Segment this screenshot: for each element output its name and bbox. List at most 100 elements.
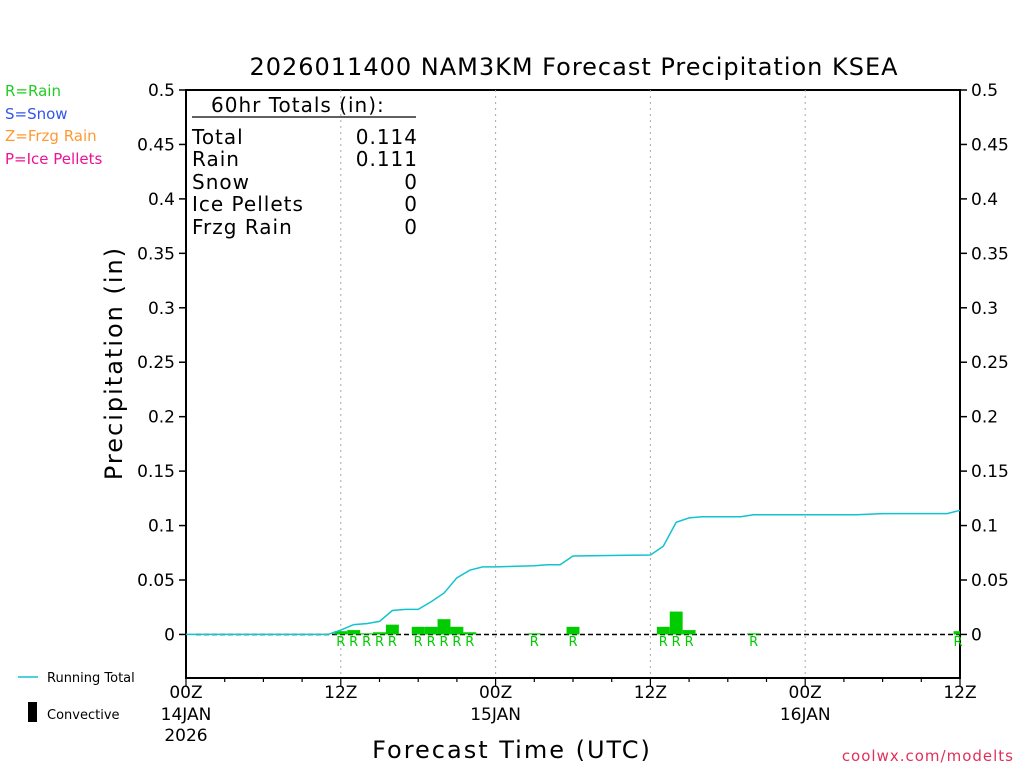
precip-bar	[385, 624, 399, 635]
precip-bar	[747, 633, 761, 635]
legend-running-total-label: Running Total	[47, 671, 135, 686]
y-tick-label-right: 0.35	[971, 244, 1009, 264]
legend-rain-text: R=Rain	[5, 82, 61, 100]
precip-type-label: R	[953, 635, 962, 650]
y-tick-label-left: 0.5	[148, 81, 175, 101]
precip-type-label: R	[349, 635, 358, 650]
precip-type-label: R	[465, 635, 474, 650]
precip-bars	[334, 611, 960, 635]
plot-frame	[185, 89, 961, 679]
y-tick-label-left: 0	[164, 625, 175, 645]
vertical-gridlines	[340, 90, 806, 678]
series-legend: Running Total Convective	[18, 671, 135, 723]
totals-value-frzg-rain: 0	[404, 215, 418, 239]
precip-type-label: R	[685, 635, 694, 650]
y-axis-title: Precipitation (in)	[100, 246, 128, 480]
y-tick-label-right: 0.4	[971, 190, 998, 210]
precip-type-label: R	[388, 635, 397, 650]
precip-bar	[566, 626, 580, 635]
totals-value-total: 0.114	[356, 125, 418, 149]
precip-type-label: R	[749, 635, 758, 650]
precip-type-label: R	[672, 635, 681, 650]
y-tick-label-right: 0.2	[971, 408, 998, 428]
precip-type-label: R	[439, 635, 448, 650]
precip-type-legend: R=Rain S=Snow Z=Frzg Rain P=Ice Pellets	[5, 82, 102, 168]
y-tick-label-left: 0.1	[148, 517, 175, 537]
totals-value-snow: 0	[404, 170, 418, 194]
precip-bar	[953, 631, 960, 635]
x-tick-label: 12Z	[324, 683, 357, 703]
y-tick-label-left: 0.05	[137, 571, 175, 591]
chart-title: 2026011400 NAM3KM Forecast Precipitation…	[249, 53, 898, 81]
totals-label-ice-pellets: Ice Pellets	[192, 192, 304, 216]
totals-header: 60hr Totals (in):	[211, 93, 385, 117]
precip-bar	[437, 619, 451, 635]
precip-type-label: R	[427, 635, 436, 650]
y-tick-label-right: 0.5	[971, 81, 998, 101]
precip-bar	[682, 630, 696, 635]
y-tick-label-right: 0.45	[971, 135, 1009, 155]
legend-convective-swatch	[28, 702, 37, 722]
x-axis-title: Forecast Time (UTC)	[372, 736, 652, 764]
precip-bar	[411, 626, 425, 635]
x-tick-date: 16JAN	[780, 705, 831, 725]
y-tick-label-left: 0.35	[137, 244, 175, 264]
y-tick-label-left: 0.4	[148, 190, 175, 210]
x-tick-label: 00Z	[169, 683, 202, 703]
y-tick-label-right: 0.15	[971, 462, 1009, 482]
y-axis-right: 0 0.05 0.1 0.15 0.2 0.25 0.3 0.35 0.4 0.45 0.5	[960, 81, 1009, 645]
legend-snow-text: S=Snow	[5, 105, 68, 123]
x-tick-label: 00Z	[789, 683, 822, 703]
credit-text: coolwx.com/modelts	[842, 747, 1014, 765]
totals-value-rain: 0.111	[356, 147, 418, 171]
y-tick-label-right: 0.05	[971, 571, 1009, 591]
y-tick-label-right: 0.1	[971, 517, 998, 537]
precip-bar	[463, 632, 477, 635]
y-tick-label-right: 0.3	[971, 299, 998, 319]
y-tick-label-left: 0.2	[148, 408, 175, 428]
totals-value-ice-pellets: 0	[404, 192, 418, 216]
precip-type-label: R	[336, 635, 345, 650]
precip-bar	[360, 633, 374, 635]
legend-frzg-rain-text: Z=Frzg Rain	[5, 127, 97, 145]
totals-label-frzg-rain: Frzg Rain	[192, 215, 293, 239]
y-tick-label-right: 0	[971, 625, 982, 645]
totals-label-rain: Rain	[192, 147, 240, 171]
x-tick-date: 14JAN	[161, 705, 212, 725]
y-tick-label-left: 0.45	[137, 135, 175, 155]
precip-type-label: R	[414, 635, 423, 650]
x-tick-label: 00Z	[479, 683, 512, 703]
y-tick-label-left: 0.15	[137, 462, 175, 482]
precip-bar	[424, 626, 438, 635]
precip-type-label: R	[362, 635, 371, 650]
legend-ice-pellets-text: P=Ice Pellets	[5, 150, 102, 168]
legend-convective-label: Convective	[47, 708, 120, 723]
precip-bar	[347, 630, 361, 635]
totals-label-total: Total	[191, 125, 244, 149]
x-tick-label: 12Z	[634, 683, 667, 703]
x-tick-year: 2026	[164, 726, 207, 746]
precip-bar	[669, 611, 683, 635]
y-tick-label-left: 0.3	[148, 299, 175, 319]
precip-type-label: R	[530, 635, 539, 650]
x-tick-date: 15JAN	[470, 705, 521, 725]
x-tick-label: 12Z	[943, 683, 976, 703]
precip-bar	[527, 633, 541, 635]
precip-type-label: R	[375, 635, 384, 650]
y-tick-label-right: 0.25	[971, 353, 1009, 373]
precip-bar	[373, 632, 386, 635]
y-tick-label-left: 0.25	[137, 353, 175, 373]
totals-box: 60hr Totals (in): Total 0.114 Rain 0.111…	[191, 93, 418, 239]
precip-type-label: R	[452, 635, 461, 650]
precip-bar	[656, 626, 670, 635]
y-axis-left: 0 0.05 0.1 0.15 0.2 0.25 0.3 0.35 0.4 0.45 0.5	[137, 81, 186, 645]
precip-bar	[450, 626, 464, 635]
precip-type-label: R	[659, 635, 668, 650]
precip-bar	[334, 631, 348, 635]
precip-type-label: R	[568, 635, 577, 650]
totals-label-snow: Snow	[192, 170, 250, 194]
running-total-line	[186, 509, 961, 636]
